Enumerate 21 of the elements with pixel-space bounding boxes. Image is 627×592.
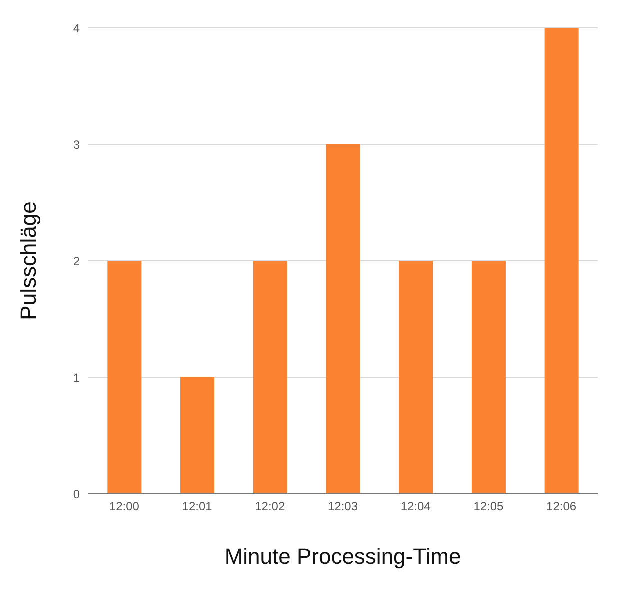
bar (108, 261, 142, 494)
x-axis-title: Minute Processing-Time (224, 544, 462, 569)
bar (253, 261, 288, 494)
y-tick-label: 0 (73, 487, 80, 502)
x-tick-label: 12:03 (328, 500, 358, 514)
bar (472, 261, 506, 494)
y-tick-label: 1 (73, 370, 80, 385)
x-tick-label: 12:04 (400, 500, 432, 514)
y-tick-label: 2 (73, 254, 80, 268)
x-tick-label: 12:00 (109, 500, 140, 514)
y-tick-label: 3 (73, 138, 80, 152)
bar (326, 144, 360, 494)
x-tick-label: 12:01 (182, 500, 213, 514)
x-tick-label: 12:02 (255, 500, 286, 514)
x-tick-label: 12:06 (546, 500, 577, 514)
y-tick-label: 4 (73, 21, 80, 36)
bar (180, 378, 215, 494)
bar (399, 261, 434, 494)
bar (544, 28, 579, 494)
y-axis-title: Pulsschläge (16, 202, 41, 320)
x-tick-label: 12:05 (474, 500, 504, 514)
